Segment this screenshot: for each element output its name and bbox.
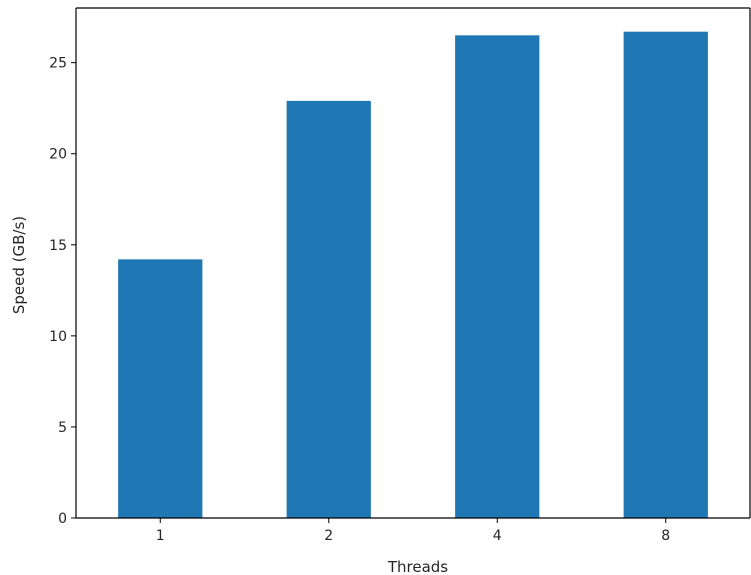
bar-8 <box>623 31 708 519</box>
x-tick-label: 2 <box>324 528 333 544</box>
y-axis-label: Speed (GB/s) <box>10 216 28 314</box>
x-axis-label: Threads <box>387 558 448 575</box>
bar-1 <box>118 259 203 518</box>
y-tick-label: 0 <box>58 511 67 527</box>
bar-4 <box>455 35 540 518</box>
y-tick-label: 5 <box>58 420 67 436</box>
x-tick-label: 8 <box>661 528 670 544</box>
axes-group <box>75 7 751 519</box>
bar-2 <box>286 100 371 518</box>
x-tick-label: 4 <box>493 528 502 544</box>
y-tick-label: 10 <box>49 329 67 345</box>
ticks-group: 0 5 10 15 20 25 1 2 4 8 <box>49 56 670 544</box>
y-tick-label: 20 <box>49 147 67 163</box>
bars-group <box>118 31 708 519</box>
y-tick-label: 15 <box>49 238 67 254</box>
x-tick-label: 1 <box>156 528 165 544</box>
y-tick-label: 25 <box>49 56 67 72</box>
